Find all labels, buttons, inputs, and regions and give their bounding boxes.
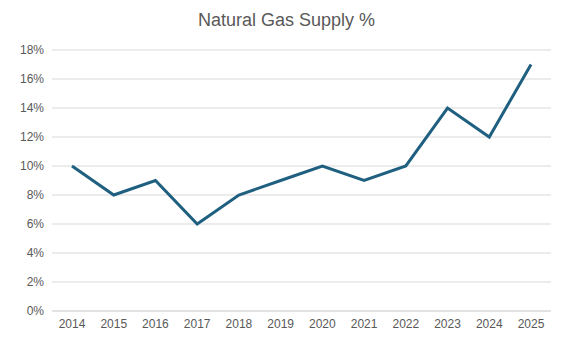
- svg-text:6%: 6%: [27, 217, 45, 231]
- svg-text:2014: 2014: [59, 317, 86, 331]
- svg-text:2%: 2%: [27, 275, 45, 289]
- svg-text:16%: 16%: [20, 72, 44, 86]
- svg-text:2023: 2023: [434, 317, 461, 331]
- svg-text:2021: 2021: [351, 317, 378, 331]
- svg-text:2025: 2025: [518, 317, 545, 331]
- svg-text:2015: 2015: [100, 317, 127, 331]
- html-text:Natural Gas Supply %: Natural Gas Supply %: [198, 10, 375, 30]
- svg-text:14%: 14%: [20, 101, 44, 115]
- svg-text:2018: 2018: [226, 317, 253, 331]
- svg-text:18%: 18%: [20, 43, 44, 57]
- svg-text:2017: 2017: [184, 317, 211, 331]
- svg-text:8%: 8%: [27, 188, 45, 202]
- svg-text:4%: 4%: [27, 246, 45, 260]
- svg-text:2024: 2024: [476, 317, 503, 331]
- svg-text:2016: 2016: [142, 317, 169, 331]
- svg-text:2020: 2020: [309, 317, 336, 331]
- svg-text:10%: 10%: [20, 159, 44, 173]
- svg-text:2022: 2022: [392, 317, 419, 331]
- svg-text:12%: 12%: [20, 130, 44, 144]
- svg-text:2019: 2019: [267, 317, 294, 331]
- svg-text:0%: 0%: [27, 304, 45, 318]
